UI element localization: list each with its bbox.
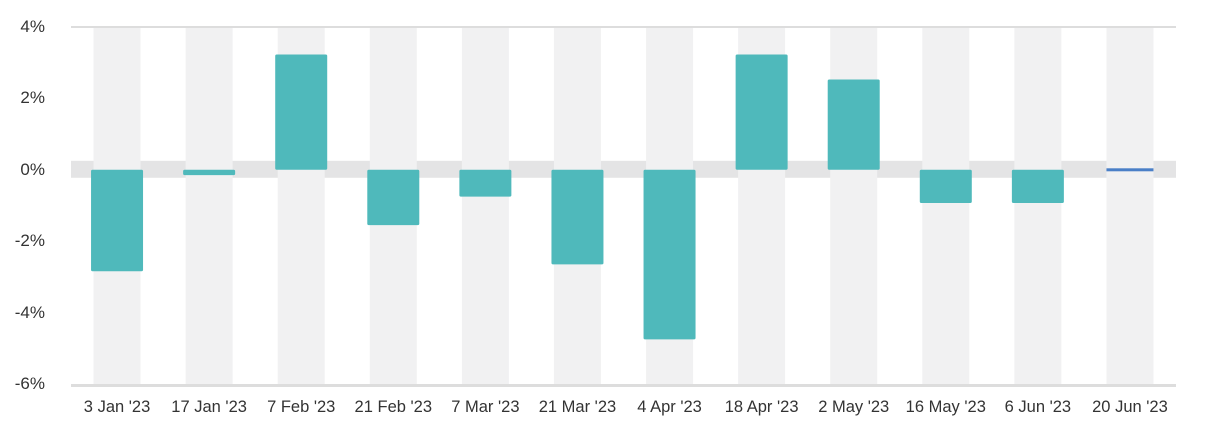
bar-10 bbox=[1011, 169, 1064, 204]
x-tick-label: 4 Apr '23 bbox=[637, 398, 702, 416]
bar-2 bbox=[275, 54, 328, 170]
x-tick-label: 17 Jan '23 bbox=[171, 398, 247, 416]
column-band bbox=[185, 27, 233, 384]
bar-9 bbox=[919, 169, 972, 204]
y-tick-label: 0% bbox=[20, 159, 45, 179]
x-tick-label: 20 Jun '23 bbox=[1092, 398, 1168, 416]
y-tick-label: -2% bbox=[14, 231, 45, 251]
column-band bbox=[1014, 27, 1062, 384]
y-tick-label: -4% bbox=[14, 302, 45, 322]
x-axis-line bbox=[71, 384, 1176, 387]
bar-3 bbox=[367, 169, 420, 226]
x-tick-label: 3 Jan '23 bbox=[83, 398, 151, 416]
y-tick-label: -6% bbox=[14, 374, 45, 393]
bar-1 bbox=[183, 169, 236, 176]
bar-8 bbox=[827, 79, 880, 170]
column-band bbox=[461, 27, 509, 384]
zero-line-band bbox=[71, 160, 1176, 178]
column-band bbox=[1106, 27, 1154, 384]
x-tick-label: 21 Feb '23 bbox=[354, 398, 433, 416]
x-tick-label: 21 Mar '23 bbox=[538, 398, 617, 416]
y-tick-label: 4% bbox=[20, 17, 45, 36]
x-tick-label: 16 May '23 bbox=[905, 398, 986, 416]
bar-0 bbox=[91, 169, 144, 272]
top-border bbox=[71, 26, 1176, 28]
x-tick-label: 7 Feb '23 bbox=[267, 398, 336, 416]
x-tick-label: 18 Apr '23 bbox=[724, 398, 799, 416]
y-tick-label: 2% bbox=[20, 88, 45, 108]
x-tick-label: 6 Jun '23 bbox=[1004, 398, 1072, 416]
bar-7 bbox=[735, 54, 788, 170]
x-tick-label: 7 Mar '23 bbox=[451, 398, 520, 416]
bar-4 bbox=[459, 169, 512, 197]
bar-5 bbox=[551, 169, 604, 265]
bar-6 bbox=[643, 169, 696, 340]
column-band bbox=[922, 27, 970, 384]
x-tick-label: 2 May '23 bbox=[818, 398, 890, 416]
bar-11 bbox=[1106, 168, 1154, 172]
